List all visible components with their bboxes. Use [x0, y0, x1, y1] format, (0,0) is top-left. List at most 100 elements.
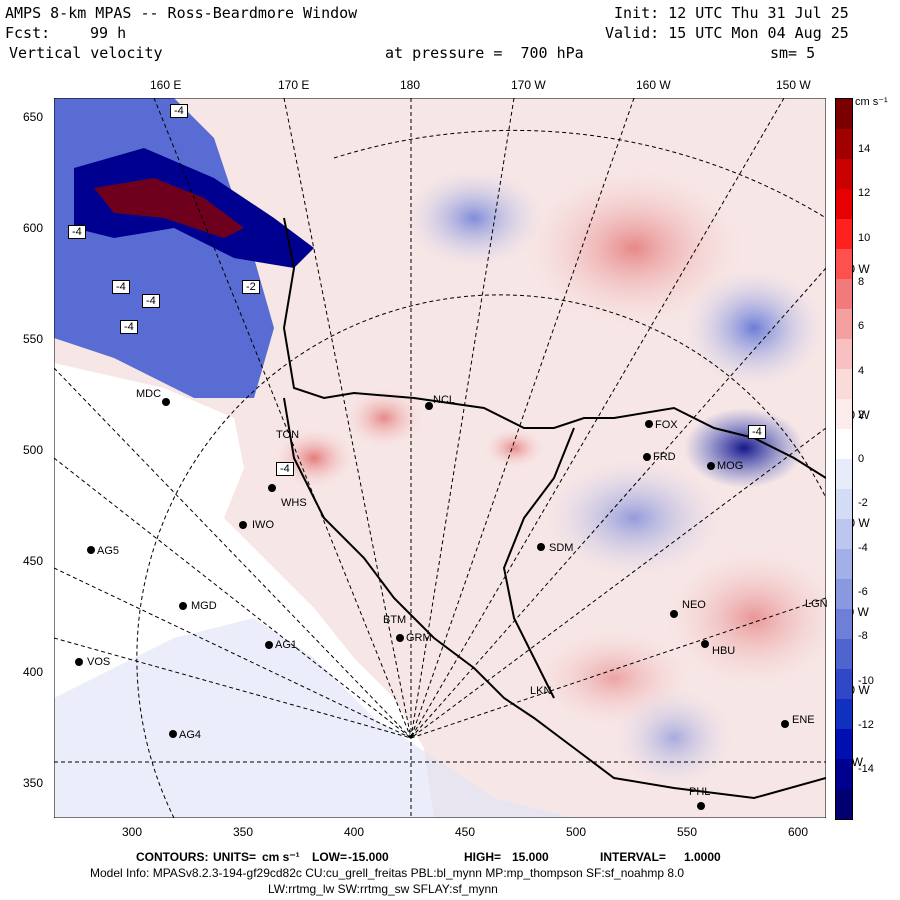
pressure-level: at pressure = 700 hPa: [385, 44, 584, 62]
graticule: [54, 98, 826, 818]
station-label: AG5: [97, 545, 120, 557]
colorbar-label: -2: [858, 497, 868, 510]
y-tick-label: 450: [23, 554, 44, 568]
colorbar-swatch: [836, 189, 852, 219]
lon-label: 170 E: [278, 78, 310, 92]
upward-blob: [524, 168, 744, 328]
forecast-hour: 99 h: [90, 24, 127, 42]
downward-blob: [404, 168, 544, 268]
smoothing-value: sm= 5: [770, 44, 816, 62]
x-tick-label: 400: [344, 825, 365, 839]
forecast-label: Fcst:: [5, 24, 51, 42]
colorbar-swatch: [836, 129, 852, 159]
colorbar-label: -8: [858, 630, 868, 643]
colorbar-swatch: [836, 789, 852, 819]
upward-blob: [484, 428, 544, 468]
station-label: ENE: [792, 714, 815, 726]
station-label: GRM: [406, 632, 432, 644]
colorbar-label: -4: [858, 541, 868, 554]
init-time: Init: 12 UTC Thu 31 Jul 25: [614, 4, 849, 22]
units-value: cm s⁻¹: [262, 850, 300, 864]
station-marker: [179, 602, 187, 610]
colorbar-swatch: [836, 759, 852, 789]
downward-blob: [544, 458, 724, 578]
station-marker: [87, 546, 95, 554]
contour-value-box: -4: [748, 425, 766, 439]
vertical-velocity-map: [54, 98, 826, 818]
station-label: LGN: [805, 598, 828, 610]
station-marker: [75, 658, 83, 666]
station-label: NCL: [433, 394, 456, 406]
colorbar-swatch: [836, 279, 852, 309]
lon-label: 160 W: [636, 78, 671, 92]
station-label: WHS: [281, 497, 307, 509]
lon-label: 170 W: [511, 78, 546, 92]
y-tick-label: 350: [23, 776, 44, 790]
interval-label: INTERVAL=: [600, 850, 666, 864]
y-tick-label: 550: [23, 332, 44, 346]
colorbar-units: cm s⁻¹: [855, 96, 888, 108]
station-label: MDC: [136, 388, 162, 400]
station-marker: [239, 521, 247, 529]
light-blue-region: [54, 618, 574, 818]
station-marker: [425, 402, 433, 410]
lon-label: 150 W: [776, 78, 811, 92]
colorbar-label: 4: [858, 364, 865, 377]
colorbar-swatch: [836, 609, 852, 639]
colorbar-swatch: [836, 669, 852, 699]
station-marker: [169, 730, 177, 738]
station-label: TON: [276, 429, 300, 441]
colorbar-swatch: [836, 369, 852, 399]
colorbar-label: -10: [858, 674, 874, 687]
lon-label: 180: [400, 78, 421, 92]
station-label: SDM: [549, 542, 574, 554]
colorbar-label: -6: [858, 586, 868, 598]
x-tick-label: 500: [566, 825, 587, 839]
station-label: PHL: [689, 786, 711, 798]
colorbar-swatch: [836, 519, 852, 549]
coastline: [282, 217, 826, 479]
y-tick-label: 600: [23, 221, 44, 235]
station-marker: [265, 641, 273, 649]
station-marker: [643, 453, 651, 461]
model-info-physics: LW:rrtmg_lw SW:rrtmg_sw SFLAY:sf_mynn: [268, 882, 498, 896]
model-info: Model Info: MPASv8.2.3-194-gf29cd82c CU:…: [90, 866, 685, 880]
station-marker: [701, 640, 709, 648]
station-marker: [781, 720, 789, 728]
colorbar-swatch: [836, 549, 852, 579]
colorbar-swatch: [836, 249, 852, 279]
station-label: BTM: [383, 614, 407, 626]
colorbar-swatch: [836, 339, 852, 369]
x-tick-label: 350: [233, 825, 254, 839]
y-tick-label: 650: [23, 110, 44, 124]
station-marker: [645, 420, 653, 428]
colorbar-label: 6: [858, 320, 865, 333]
downward-blob: [614, 688, 734, 788]
y-tick-label: 400: [23, 665, 44, 679]
station-label: LKN: [530, 685, 552, 697]
low-label: LOW=: [312, 850, 347, 864]
colorbar: [835, 98, 853, 820]
colorbar-swatch: [836, 159, 852, 189]
station-marker: [670, 610, 678, 618]
station-label: VOS: [87, 656, 111, 668]
colorbar-swatch: [836, 489, 852, 519]
station-label: MOG: [717, 460, 744, 472]
field-name: Vertical velocity: [9, 44, 163, 62]
colorbar-swatch: [836, 579, 852, 609]
colorbar-swatch: [836, 639, 852, 669]
station-label: FOX: [655, 419, 678, 431]
station-label: IWO: [252, 519, 274, 531]
x-tick-label: 550: [677, 825, 698, 839]
station-marker: [697, 802, 705, 810]
upward-blob: [274, 428, 354, 488]
units-label: UNITS=: [213, 850, 257, 864]
low-value: -15.000: [348, 850, 389, 864]
contours-label: CONTOURS:: [136, 850, 209, 864]
colorbar-label: 10: [858, 231, 871, 244]
colorbar-label: 8: [858, 275, 865, 288]
colorbar-label: 12: [858, 187, 871, 200]
colorbar-label: 0: [858, 453, 865, 466]
colorbar-label: -14: [858, 763, 874, 776]
colorbar-swatch: [836, 429, 852, 459]
